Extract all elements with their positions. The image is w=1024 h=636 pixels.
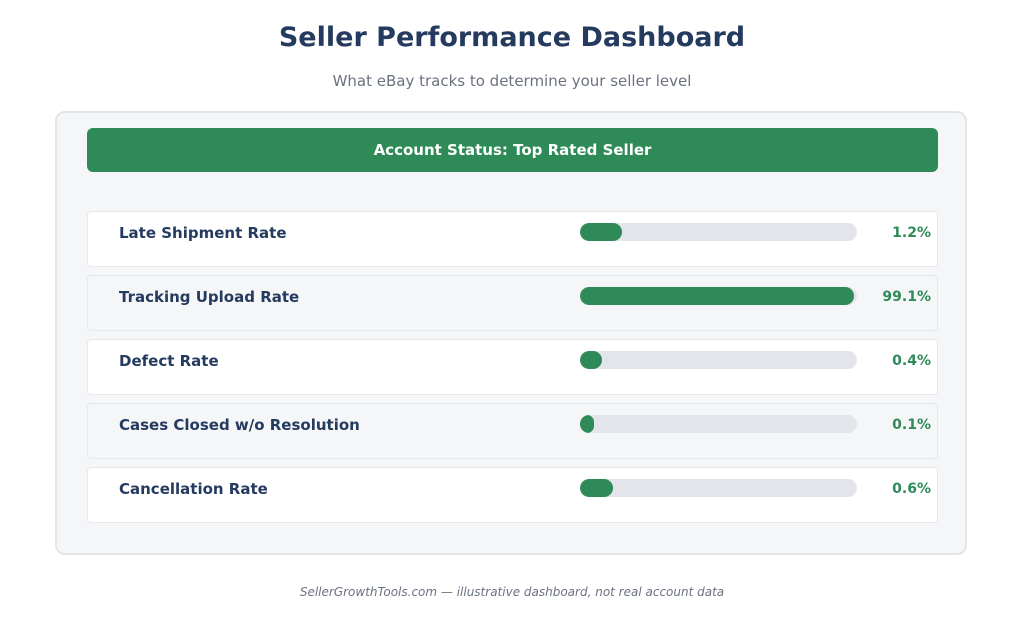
metric-value: 1.2% bbox=[892, 225, 931, 241]
account-status-banner: Account Status: Top Rated Seller bbox=[87, 128, 938, 172]
progress-bar-track bbox=[580, 479, 857, 497]
page-subtitle: What eBay tracks to determine your selle… bbox=[332, 72, 692, 90]
progress-bar-track bbox=[580, 351, 857, 369]
metric-row-cases-closed: Cases Closed w/o Resolution 0.1% bbox=[87, 403, 938, 459]
metric-value: 0.6% bbox=[892, 481, 931, 497]
metric-label: Cancellation Rate bbox=[119, 480, 268, 498]
progress-bar-fill bbox=[580, 223, 622, 241]
metric-label: Tracking Upload Rate bbox=[119, 288, 300, 306]
metric-row-tracking-upload: Tracking Upload Rate 99.1% bbox=[87, 275, 938, 331]
progress-bar-fill bbox=[580, 351, 603, 369]
progress-bar-fill bbox=[580, 415, 594, 433]
metric-value: 0.1% bbox=[892, 417, 931, 433]
footer-note: SellerGrowthTools.com — illustrative das… bbox=[299, 585, 725, 599]
metric-label: Cases Closed w/o Resolution bbox=[119, 416, 360, 434]
progress-bar-fill bbox=[580, 287, 855, 305]
progress-bar-track bbox=[580, 287, 857, 305]
metric-row-late-shipment: Late Shipment Rate 1.2% bbox=[87, 211, 938, 267]
progress-bar-track bbox=[580, 415, 857, 433]
performance-panel: Account Status: Top Rated Seller Late Sh… bbox=[55, 111, 967, 555]
metric-label: Late Shipment Rate bbox=[119, 224, 287, 242]
metric-row-defect-rate: Defect Rate 0.4% bbox=[87, 339, 938, 395]
progress-bar-fill bbox=[580, 479, 614, 497]
metric-row-cancellation: Cancellation Rate 0.6% bbox=[87, 467, 938, 523]
metrics-list: Late Shipment Rate 1.2% Tracking Upload … bbox=[87, 211, 938, 531]
metric-value: 99.1% bbox=[882, 289, 931, 305]
progress-bar-track bbox=[580, 223, 857, 241]
metric-label: Defect Rate bbox=[119, 352, 219, 370]
metric-value: 0.4% bbox=[892, 353, 931, 369]
page-title: Seller Performance Dashboard bbox=[278, 22, 746, 53]
